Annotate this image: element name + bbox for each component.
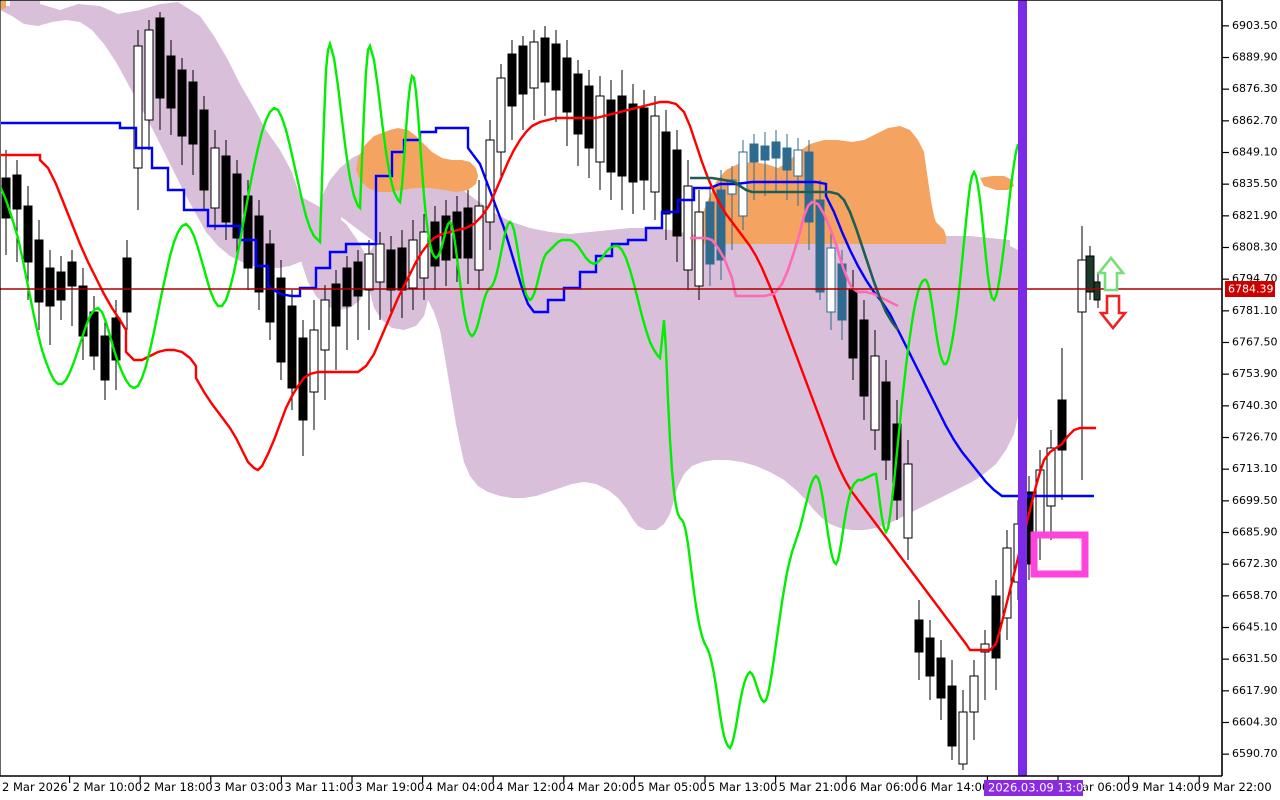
crosshair-vertical-line[interactable] bbox=[1018, 0, 1027, 776]
price-tick-label: 6685.90 bbox=[1232, 526, 1278, 539]
cloud-band-mid bbox=[500, 236, 700, 304]
price-tick-label: 6808.30 bbox=[1232, 241, 1278, 254]
time-tick-label: 4 Mar 12:00 bbox=[496, 780, 565, 794]
price-tick-label: 6903.50 bbox=[1232, 19, 1278, 32]
time-tick-label: 4 Mar 04:00 bbox=[426, 780, 495, 794]
teal-signal-line bbox=[690, 176, 900, 331]
highlight-box[interactable] bbox=[1030, 531, 1089, 578]
time-tick-label: 6 Mar 06:00 bbox=[849, 780, 918, 794]
price-tick-label: 6781.10 bbox=[1232, 304, 1278, 317]
price-tick-label: 6645.10 bbox=[1232, 621, 1278, 634]
price-tick-label: 6821.90 bbox=[1232, 209, 1278, 222]
price-tick-label: 6604.30 bbox=[1232, 716, 1278, 729]
candlestick-series[interactable] bbox=[1, 12, 1101, 770]
time-tick-label: 5 Mar 21:00 bbox=[779, 780, 848, 794]
price-tick-label: 6862.70 bbox=[1232, 114, 1278, 127]
time-tick-label: 9 Mar 22:00 bbox=[1202, 780, 1271, 794]
price-axis: 6903.50 6889.90 6876.30 6862.70 6849.10 6835.… bbox=[1222, 19, 1278, 760]
price-tick-label: 6672.30 bbox=[1232, 557, 1278, 570]
time-tick-label: 2 Mar 10:00 bbox=[73, 780, 142, 794]
price-tick-label: 6617.90 bbox=[1232, 684, 1278, 697]
time-tick-label: 6 Mar 14:00 bbox=[920, 780, 989, 794]
price-tick-label: 6713.10 bbox=[1232, 462, 1278, 475]
price-tick-label: 6658.70 bbox=[1232, 589, 1278, 602]
price-tick-label: 6835.50 bbox=[1232, 177, 1278, 190]
price-tick-label: 6699.50 bbox=[1232, 494, 1278, 507]
price-tick-label: 6631.50 bbox=[1232, 652, 1278, 665]
crosshair-time-tag: 2026.03.09 13:00 bbox=[984, 780, 1091, 796]
price-tick-label: 6740.30 bbox=[1232, 399, 1278, 412]
chikou-span-line bbox=[1, 39, 1020, 751]
kijun-sen-line bbox=[1, 121, 1094, 498]
time-tick-label: 4 Mar 20:00 bbox=[567, 780, 636, 794]
current-price-tag: 6784.39 bbox=[1225, 281, 1275, 297]
time-tick-label: 2 Mar 18:00 bbox=[143, 780, 212, 794]
buy-arrow-icon[interactable] bbox=[1096, 255, 1126, 292]
time-tick-label: 2 Mar 2026 bbox=[2, 780, 68, 794]
crosshair-time-tag-text: 2026.03.09 13:00 bbox=[988, 780, 1091, 794]
time-tick-label: 5 Mar 13:00 bbox=[708, 780, 777, 794]
price-tick-label: 6849.10 bbox=[1232, 146, 1278, 159]
tenkan-sen-line bbox=[1, 100, 1096, 652]
price-tick-label: 6889.90 bbox=[1232, 51, 1278, 64]
time-tick-label: 3 Mar 11:00 bbox=[284, 780, 353, 794]
time-tick-label: 3 Mar 03:00 bbox=[214, 780, 283, 794]
sell-arrow-icon[interactable] bbox=[1098, 294, 1128, 331]
time-tick-label: 9 Mar 14:00 bbox=[1132, 780, 1201, 794]
time-tick-label: 5 Mar 05:00 bbox=[637, 780, 706, 794]
price-tick-label: 6590.70 bbox=[1232, 747, 1278, 760]
price-tick-label: 6753.90 bbox=[1232, 367, 1278, 380]
current-price-tag-text: 6784.39 bbox=[1228, 283, 1274, 296]
time-tick-label: 3 Mar 19:00 bbox=[355, 780, 424, 794]
price-tick-label: 6876.30 bbox=[1232, 82, 1278, 95]
price-tick-label: 6726.70 bbox=[1232, 431, 1278, 444]
price-tick-label: 6767.50 bbox=[1232, 336, 1278, 349]
